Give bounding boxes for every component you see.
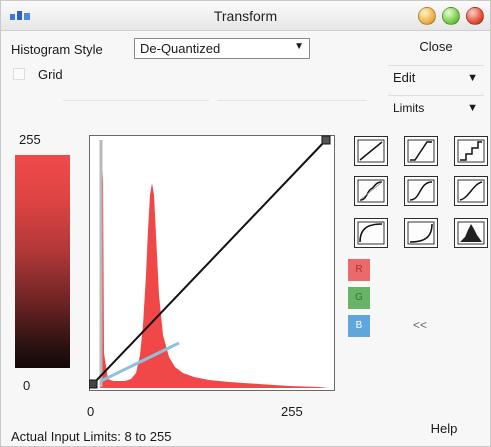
divider <box>217 100 367 101</box>
edit-menu-button[interactable]: Edit ▼ <box>388 65 484 89</box>
maximize-button[interactable] <box>442 7 460 25</box>
transfer-curve <box>92 139 327 385</box>
help-button[interactable]: Help <box>430 421 458 436</box>
preset-histogram-button[interactable] <box>454 218 488 248</box>
input-max-label: 255 <box>281 404 303 419</box>
output-min-label: 0 <box>23 378 31 393</box>
preset-steep-button[interactable] <box>404 136 438 166</box>
preset-exponential-button[interactable] <box>404 218 438 248</box>
histogram-fill <box>100 170 329 388</box>
curve-start-handle[interactable] <box>89 379 98 389</box>
histogram-style-select[interactable]: De-Quantized ▼ <box>134 38 310 59</box>
staircase-curve-icon <box>457 139 485 163</box>
chevron-down-icon: ▼ <box>294 41 304 52</box>
close-button[interactable]: Close <box>419 39 453 54</box>
window-title: Transform <box>213 8 278 24</box>
preset-soft-s-button[interactable] <box>354 176 388 206</box>
preset-log-button[interactable] <box>354 218 388 248</box>
limits-menu-button[interactable]: Limits ▼ <box>388 95 484 119</box>
curve-editor[interactable] <box>89 135 335 391</box>
output-gradient-bar <box>15 155 70 368</box>
close-window-button[interactable] <box>466 7 484 25</box>
preset-mild-s-button[interactable] <box>454 176 488 206</box>
steep-linear-curve-icon <box>407 139 435 163</box>
title-bar: Transform <box>1 1 490 31</box>
exponential-curve-icon <box>407 221 435 245</box>
channel-green-button[interactable]: G <box>348 287 370 309</box>
histogram-style-value: De-Quantized <box>140 41 221 56</box>
grid-checkbox[interactable] <box>13 68 25 80</box>
collapse-button[interactable]: << <box>413 318 428 332</box>
edit-label: Edit <box>393 70 416 85</box>
channel-blue-button[interactable]: B <box>348 315 370 337</box>
input-limit-curve <box>100 341 180 383</box>
channel-red-button[interactable]: R <box>348 259 370 281</box>
preset-s-curve-button[interactable] <box>404 176 438 206</box>
input-min-label: 0 <box>87 404 95 419</box>
output-max-label: 255 <box>19 132 41 147</box>
mild-s-curve-icon <box>457 179 485 203</box>
edit-dropdown-icon: ▼ <box>467 72 478 84</box>
curve-editor-frame <box>89 135 335 391</box>
linear-curve-icon <box>357 139 385 163</box>
limits-dropdown-icon: ▼ <box>467 102 478 114</box>
preset-linear-button[interactable] <box>354 136 388 166</box>
preset-staircase-button[interactable] <box>454 136 488 166</box>
app-logo-icon <box>10 11 30 20</box>
divider <box>63 100 209 101</box>
histogram-curve-icon <box>457 221 485 245</box>
minimize-button[interactable] <box>418 7 436 25</box>
actual-input-limits-text: Actual Input Limits: 8 to 255 <box>11 429 172 444</box>
s-curve-icon <box>407 179 435 203</box>
limits-label: Limits <box>393 101 425 115</box>
soft-s-curve-icon <box>357 179 385 203</box>
grid-label: Grid <box>38 67 63 82</box>
curve-end-handle[interactable] <box>321 135 331 145</box>
histogram-style-label: Histogram Style <box>11 42 103 57</box>
log-curve-icon <box>357 221 385 245</box>
